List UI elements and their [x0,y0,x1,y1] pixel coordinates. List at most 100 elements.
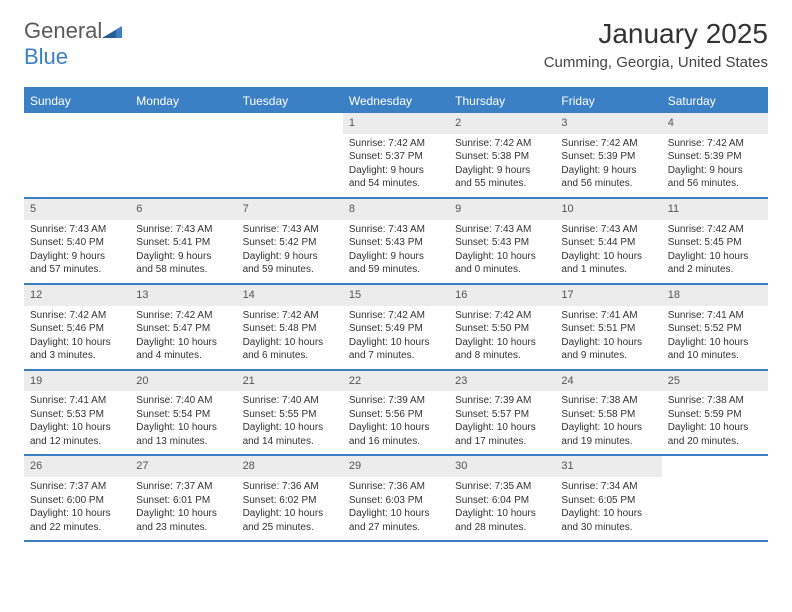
day-header-cell: Friday [555,89,661,113]
calendar-cell: 25Sunrise: 7:38 AMSunset: 5:59 PMDayligh… [662,371,768,455]
calendar-cell [130,113,236,197]
calendar-cell: 9Sunrise: 7:43 AMSunset: 5:43 PMDaylight… [449,199,555,283]
calendar-cell: 15Sunrise: 7:42 AMSunset: 5:49 PMDayligh… [343,285,449,369]
calendar: SundayMondayTuesdayWednesdayThursdayFrid… [24,87,768,542]
header: GeneralBlue January 2025 Cumming, Georgi… [0,0,792,79]
day-header-cell: Saturday [662,89,768,113]
day-header-cell: Sunday [24,89,130,113]
calendar-cell [237,113,343,197]
day-number: 13 [130,285,236,306]
day-details: Sunrise: 7:37 AMSunset: 6:01 PMDaylight:… [130,480,236,534]
logo-text: GeneralBlue [24,18,122,70]
day-number: 14 [237,285,343,306]
calendar-cell: 26Sunrise: 7:37 AMSunset: 6:00 PMDayligh… [24,456,130,540]
day-number: 12 [24,285,130,306]
day-header-cell: Wednesday [343,89,449,113]
day-details: Sunrise: 7:36 AMSunset: 6:02 PMDaylight:… [237,480,343,534]
logo: GeneralBlue [24,18,122,70]
calendar-cell: 21Sunrise: 7:40 AMSunset: 5:55 PMDayligh… [237,371,343,455]
day-number: 4 [662,113,768,134]
calendar-cell: 8Sunrise: 7:43 AMSunset: 5:43 PMDaylight… [343,199,449,283]
calendar-cell: 4Sunrise: 7:42 AMSunset: 5:39 PMDaylight… [662,113,768,197]
week-row: 19Sunrise: 7:41 AMSunset: 5:53 PMDayligh… [24,371,768,457]
day-details: Sunrise: 7:41 AMSunset: 5:52 PMDaylight:… [662,309,768,363]
day-details: Sunrise: 7:42 AMSunset: 5:50 PMDaylight:… [449,309,555,363]
calendar-cell [662,456,768,540]
day-details: Sunrise: 7:43 AMSunset: 5:43 PMDaylight:… [449,223,555,277]
day-number: 19 [24,371,130,392]
day-number: 17 [555,285,661,306]
day-details: Sunrise: 7:43 AMSunset: 5:42 PMDaylight:… [237,223,343,277]
day-number: 23 [449,371,555,392]
day-number: 29 [343,456,449,477]
day-details: Sunrise: 7:38 AMSunset: 5:59 PMDaylight:… [662,394,768,448]
calendar-cell: 27 Sunrise: 7:37 AMSunset: 6:01 PMDayligh… [130,456,236,540]
calendar-cell: 14 Sunrise: 7:42 AMSunset: 5:48 PMDayligh… [237,285,343,369]
calendar-cell: 20Sunrise: 7:40 AMSunset: 5:54 PMDayligh… [130,371,236,455]
day-number: 7 [237,199,343,220]
calendar-cell: 29 Sunrise: 7:36 AMSunset: 6:03 PMDayligh… [343,456,449,540]
day-details: Sunrise: 7:42 AMSunset: 5:49 PMDaylight:… [343,309,449,363]
calendar-cell: 23Sunrise: 7:39 AMSunset: 5:57 PMDayligh… [449,371,555,455]
calendar-cell: 3Sunrise: 7:42 AMSunset: 5:39 PMDaylight… [555,113,661,197]
day-details: Sunrise: 7:38 AMSunset: 5:58 PMDaylight:… [555,394,661,448]
day-details: Sunrise: 7:43 AMSunset: 5:41 PMDaylight:… [130,223,236,277]
day-number: 5 [24,199,130,220]
calendar-cell: 30Sunrise: 7:35 AMSunset: 6:04 PMDayligh… [449,456,555,540]
day-number: 6 [130,199,236,220]
month-title: January 2025 [544,18,768,50]
day-number: 27 [130,456,236,477]
day-details: Sunrise: 7:42 AMSunset: 5:48 PMDaylight:… [237,309,343,363]
calendar-cell: 31Sunrise: 7:34 AMSunset: 6:05 PMDayligh… [555,456,661,540]
day-details: Sunrise: 7:43 AMSunset: 5:40 PMDaylight:… [24,223,130,277]
calendar-cell: 12 Sunrise: 7:42 AMSunset: 5:46 PMDayligh… [24,285,130,369]
week-row: 26Sunrise: 7:37 AMSunset: 6:00 PMDayligh… [24,456,768,542]
calendar-cell: 1Sunrise: 7:42 AMSunset: 5:37 PMDaylight… [343,113,449,197]
day-number: 22 [343,371,449,392]
day-details: Sunrise: 7:39 AMSunset: 5:57 PMDaylight:… [449,394,555,448]
day-details: Sunrise: 7:40 AMSunset: 5:55 PMDaylight:… [237,394,343,448]
day-details: Sunrise: 7:41 AMSunset: 5:53 PMDaylight:… [24,394,130,448]
calendar-cell: 7 Sunrise: 7:43 AMSunset: 5:42 PMDaylight… [237,199,343,283]
day-number: 24 [555,371,661,392]
calendar-cell: 6 Sunrise: 7:43 AMSunset: 5:41 PMDaylight… [130,199,236,283]
day-number: 16 [449,285,555,306]
day-number: 18 [662,285,768,306]
title-block: January 2025 Cumming, Georgia, United St… [544,18,768,71]
day-details: Sunrise: 7:42 AMSunset: 5:47 PMDaylight:… [130,309,236,363]
day-details: Sunrise: 7:42 AMSunset: 5:38 PMDaylight:… [449,137,555,191]
day-details: Sunrise: 7:40 AMSunset: 5:54 PMDaylight:… [130,394,236,448]
day-number: 28 [237,456,343,477]
day-header-cell: Tuesday [237,89,343,113]
location: Cumming, Georgia, United States [544,54,768,71]
week-row: 5 Sunrise: 7:43 AMSunset: 5:40 PMDaylight… [24,199,768,285]
day-details: Sunrise: 7:41 AMSunset: 5:51 PMDaylight:… [555,309,661,363]
day-details: Sunrise: 7:42 AMSunset: 5:37 PMDaylight:… [343,137,449,191]
day-details: Sunrise: 7:42 AMSunset: 5:45 PMDaylight:… [662,223,768,277]
calendar-cell: 16 Sunrise: 7:42 AMSunset: 5:50 PMDayligh… [449,285,555,369]
logo-text-1: General [24,18,102,43]
day-number: 8 [343,199,449,220]
day-details: Sunrise: 7:37 AMSunset: 6:00 PMDaylight:… [24,480,130,534]
day-details: Sunrise: 7:42 AMSunset: 5:46 PMDaylight:… [24,309,130,363]
logo-text-2: Blue [24,44,68,69]
calendar-cell: 11Sunrise: 7:42 AMSunset: 5:45 PMDayligh… [662,199,768,283]
calendar-cell: 10Sunrise: 7:43 AMSunset: 5:44 PMDayligh… [555,199,661,283]
day-details: Sunrise: 7:34 AMSunset: 6:05 PMDaylight:… [555,480,661,534]
calendar-cell: 22Sunrise: 7:39 AMSunset: 5:56 PMDayligh… [343,371,449,455]
calendar-cell: 28 Sunrise: 7:36 AMSunset: 6:02 PMDayligh… [237,456,343,540]
day-details: Sunrise: 7:36 AMSunset: 6:03 PMDaylight:… [343,480,449,534]
calendar-cell [24,113,130,197]
week-row: 12 Sunrise: 7:42 AMSunset: 5:46 PMDayligh… [24,285,768,371]
day-number: 25 [662,371,768,392]
calendar-cell: 18 Sunrise: 7:41 AMSunset: 5:52 PMDayligh… [662,285,768,369]
day-number: 20 [130,371,236,392]
day-details: Sunrise: 7:43 AMSunset: 5:44 PMDaylight:… [555,223,661,277]
logo-arrow-icon [102,22,122,38]
day-header-row: SundayMondayTuesdayWednesdayThursdayFrid… [24,89,768,113]
day-header-cell: Thursday [449,89,555,113]
calendar-cell: 2Sunrise: 7:42 AMSunset: 5:38 PMDaylight… [449,113,555,197]
day-details: Sunrise: 7:39 AMSunset: 5:56 PMDaylight:… [343,394,449,448]
calendar-cell: 5 Sunrise: 7:43 AMSunset: 5:40 PMDaylight… [24,199,130,283]
calendar-cell: 17 Sunrise: 7:41 AMSunset: 5:51 PMDayligh… [555,285,661,369]
